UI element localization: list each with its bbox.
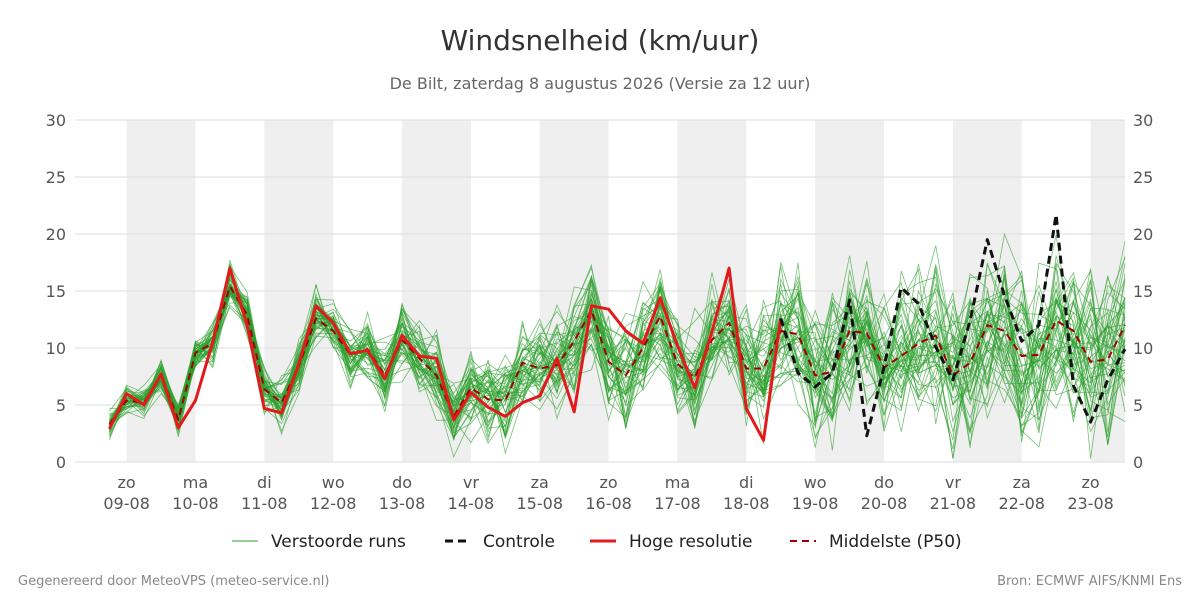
x-axis: zo 09-08 ma 10-08 di 11-08 wo 12-08 do 13-08 vr 14-… bbox=[103, 473, 1113, 513]
y-tick-left-10: 10 bbox=[46, 339, 66, 358]
y-tick-right-15: 15 bbox=[1133, 282, 1153, 301]
footer-generated: Gegenereerd door MeteoVPS (meteo-service… bbox=[18, 574, 329, 589]
y-axis-right: 0 5 10 15 20 25 30 bbox=[1133, 111, 1153, 472]
x-tick-day-14: zo bbox=[1081, 473, 1099, 492]
ensemble-run bbox=[109, 266, 1126, 438]
y-tick-right-0: 0 bbox=[1133, 453, 1143, 472]
chart-title: Windsnelheid (km/uur) bbox=[441, 24, 760, 57]
legend-control-label: Controle bbox=[483, 532, 555, 552]
y-tick-left-5: 5 bbox=[56, 396, 66, 415]
chart-subtitle: De Bilt, zaterdag 8 augustus 2026 (Versi… bbox=[390, 74, 811, 93]
x-tick-date-4: 13-08 bbox=[379, 494, 426, 513]
y-axis-left: 0 5 10 15 20 25 30 bbox=[46, 111, 66, 472]
y-tick-left-15: 15 bbox=[46, 282, 66, 301]
x-tick-day-8: ma bbox=[665, 473, 690, 492]
ensemble-run bbox=[109, 274, 1126, 448]
x-tick-day-3: wo bbox=[322, 473, 345, 492]
legend: Verstoorde runs Controle Hoge resolutie … bbox=[232, 532, 962, 552]
legend-hires-label: Hoge resolutie bbox=[629, 532, 753, 552]
x-tick-day-12: vr bbox=[945, 473, 961, 492]
y-tick-left-25: 25 bbox=[46, 168, 66, 187]
x-tick-date-11: 20-08 bbox=[861, 494, 908, 513]
y-tick-right-10: 10 bbox=[1133, 339, 1153, 358]
x-tick-date-6: 15-08 bbox=[517, 494, 564, 513]
x-tick-day-11: do bbox=[874, 473, 894, 492]
x-tick-date-12: 21-08 bbox=[930, 494, 977, 513]
legend-median-label: Middelste (P50) bbox=[829, 532, 962, 552]
footer-source: Bron: ECMWF AIFS/KNMI Ens bbox=[997, 574, 1182, 589]
x-tick-day-7: zo bbox=[600, 473, 618, 492]
x-tick-date-8: 17-08 bbox=[654, 494, 701, 513]
x-tick-day-5: vr bbox=[463, 473, 479, 492]
y-tick-right-25: 25 bbox=[1133, 168, 1153, 187]
y-tick-left-0: 0 bbox=[56, 453, 66, 472]
x-tick-day-4: do bbox=[392, 473, 412, 492]
x-tick-date-0: 09-08 bbox=[103, 494, 150, 513]
hires-series-line bbox=[108, 266, 783, 442]
ensemble-run bbox=[109, 261, 1126, 424]
y-tick-right-5: 5 bbox=[1133, 396, 1143, 415]
x-tick-date-13: 22-08 bbox=[998, 494, 1045, 513]
y-tick-right-20: 20 bbox=[1133, 225, 1153, 244]
x-tick-day-10: wo bbox=[804, 473, 827, 492]
x-tick-day-6: za bbox=[531, 473, 549, 492]
x-tick-day-9: di bbox=[739, 473, 754, 492]
x-tick-date-10: 19-08 bbox=[792, 494, 839, 513]
x-tick-date-14: 23-08 bbox=[1067, 494, 1114, 513]
x-tick-date-5: 14-08 bbox=[448, 494, 495, 513]
x-tick-day-1: ma bbox=[183, 473, 208, 492]
control-series-line bbox=[779, 213, 1127, 438]
main-series bbox=[108, 213, 1127, 442]
x-tick-date-7: 16-08 bbox=[585, 494, 632, 513]
ensemble-run bbox=[109, 268, 1126, 450]
ensemble-run bbox=[109, 263, 1126, 438]
x-tick-date-9: 18-08 bbox=[723, 494, 770, 513]
x-tick-day-0: zo bbox=[118, 473, 136, 492]
y-tick-left-30: 30 bbox=[46, 111, 66, 130]
x-tick-date-1: 10-08 bbox=[172, 494, 219, 513]
ensemble-run bbox=[109, 279, 1126, 441]
y-tick-left-20: 20 bbox=[46, 225, 66, 244]
legend-ensemble-label: Verstoorde runs bbox=[271, 532, 406, 552]
x-tick-date-3: 12-08 bbox=[310, 494, 357, 513]
x-tick-day-13: za bbox=[1013, 473, 1031, 492]
y-tick-right-30: 30 bbox=[1133, 111, 1153, 130]
x-tick-day-2: di bbox=[257, 473, 272, 492]
x-tick-date-2: 11-08 bbox=[241, 494, 288, 513]
